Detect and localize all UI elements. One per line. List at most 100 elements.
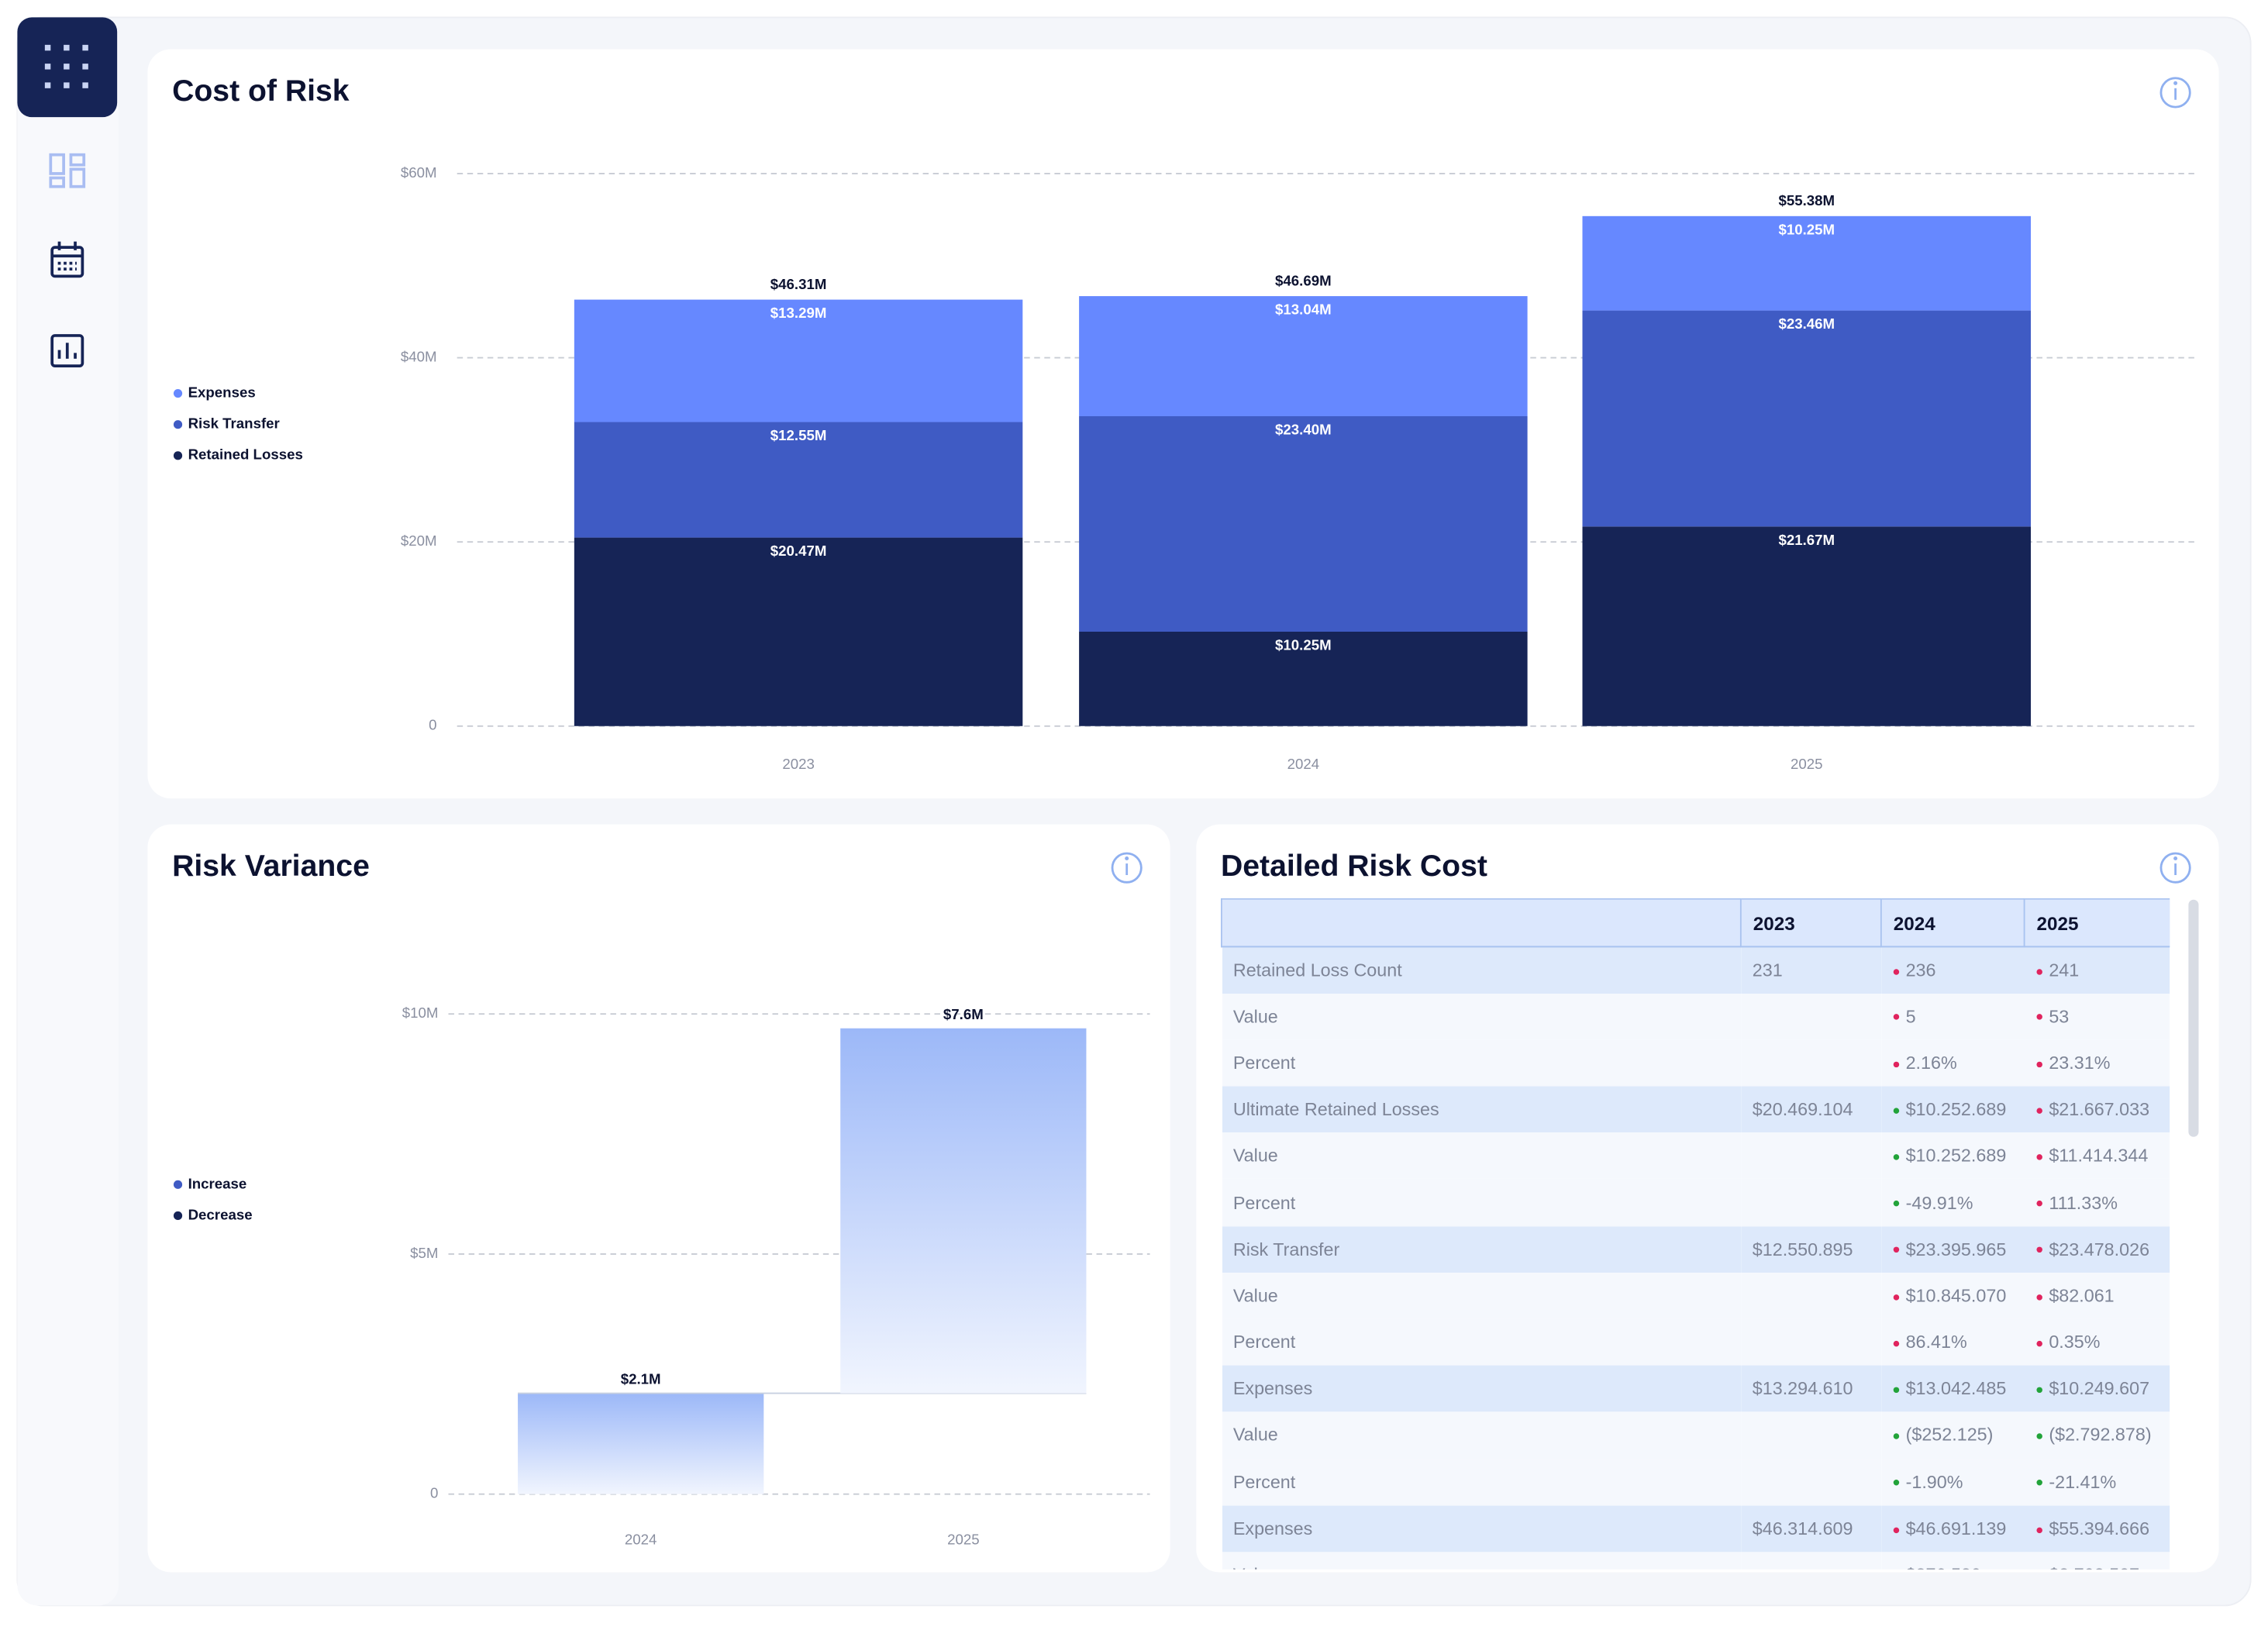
table-row: Percent -49.91% 111.33% bbox=[1221, 1179, 2170, 1226]
table-row: Risk Transfer $12.550.895 $23.395.965 $23.4… bbox=[1221, 1225, 2170, 1273]
table-row: Ultimate Retained Losses $20.469.104 $10.2… bbox=[1221, 1086, 2170, 1133]
row-label: Percent bbox=[1221, 1179, 1741, 1226]
data-label: $13.29M bbox=[770, 305, 827, 321]
legend-label: Decrease bbox=[188, 1206, 253, 1222]
cell-value: 23.31% bbox=[2049, 1053, 2111, 1073]
table-cell: $11.414.344 bbox=[2024, 1132, 2170, 1180]
table-title: Detailed Risk Cost bbox=[1221, 849, 1487, 883]
bar-segment bbox=[574, 422, 1023, 538]
row-label: Expenses bbox=[1221, 1505, 1741, 1552]
trend-dot bbox=[2035, 1294, 2042, 1300]
info-icon[interactable] bbox=[2159, 852, 2191, 884]
table-cell bbox=[1740, 1039, 1881, 1087]
info-icon[interactable] bbox=[2159, 77, 2191, 109]
y-tick-label: $60M bbox=[401, 164, 437, 181]
table-cell: -1.90% bbox=[1880, 1459, 2025, 1506]
cell-value: 111.33% bbox=[2049, 1192, 2118, 1213]
table-cell bbox=[1740, 1179, 1881, 1226]
header-cell: 2024 bbox=[1880, 898, 2025, 948]
trend-dot bbox=[2035, 1247, 2042, 1253]
cell-value: $12.550.895 bbox=[1752, 1239, 1853, 1260]
x-tick-label: 2024 bbox=[1287, 756, 1320, 772]
row-label: Value bbox=[1221, 993, 1741, 1040]
table-cell: $8.703.527 bbox=[2024, 1552, 2170, 1570]
row-label: Expenses bbox=[1221, 1365, 1741, 1413]
legend-marker bbox=[173, 451, 183, 460]
table-cell: $23.478.026 bbox=[2024, 1225, 2170, 1273]
row-label: Retained Loss Count bbox=[1221, 946, 1741, 994]
trend-dot bbox=[1892, 968, 1899, 974]
legend-label: Increase bbox=[188, 1175, 247, 1191]
trend-dot bbox=[1892, 1294, 1899, 1300]
total-label: $46.31M bbox=[770, 276, 827, 292]
x-tick-label: 2024 bbox=[625, 1531, 657, 1547]
risk-table: 2023 2024 2025 Retained Loss Count 231 236 24… bbox=[1220, 898, 2170, 1570]
table-row: Value 5 53 bbox=[1221, 993, 2170, 1040]
bar-segment bbox=[1582, 215, 2032, 311]
table-cell: $46.691.139 bbox=[1880, 1505, 2025, 1552]
table-cell: 53 bbox=[2024, 993, 2170, 1040]
x-tick-label: 2025 bbox=[1791, 756, 1823, 772]
trend-dot bbox=[1892, 1247, 1899, 1253]
table-row: Retained Loss Count 231 236 241 bbox=[1221, 946, 2170, 994]
legend-label: Expenses bbox=[188, 384, 256, 401]
table-cell: $376.530 bbox=[1880, 1552, 2025, 1570]
trend-dot bbox=[1892, 1480, 1899, 1487]
chart-title: Risk Variance bbox=[172, 849, 370, 883]
table-cell: 5 bbox=[1880, 993, 2025, 1040]
table-cell: $13.042.485 bbox=[1880, 1365, 2025, 1413]
legend-marker bbox=[173, 1211, 183, 1221]
table-row: Percent -1.90% -21.41% bbox=[1221, 1459, 2170, 1506]
info-icon[interactable] bbox=[1111, 852, 1143, 884]
table-cell: $10.249.607 bbox=[2024, 1365, 2170, 1413]
row-label: Risk Transfer bbox=[1221, 1225, 1741, 1273]
trend-dot bbox=[2035, 1108, 2042, 1114]
bar-segment bbox=[574, 537, 1023, 726]
header-cell bbox=[1220, 898, 1742, 948]
trend-dot bbox=[2035, 1061, 2042, 1067]
cell-value: $8.703.527 bbox=[2049, 1565, 2139, 1570]
row-label: Percent bbox=[1221, 1459, 1741, 1506]
cell-value: $46.691.139 bbox=[1905, 1518, 2007, 1539]
table-cell bbox=[1740, 1132, 1881, 1180]
cell-value: $82.061 bbox=[2049, 1285, 2115, 1306]
trend-dot bbox=[2035, 1526, 2042, 1533]
report-icon[interactable] bbox=[50, 334, 84, 367]
table-cell bbox=[1740, 1272, 1881, 1319]
cell-value: 0.35% bbox=[2049, 1332, 2101, 1353]
table-row: Value ($252.125) ($2.792.878) bbox=[1221, 1412, 2170, 1459]
cell-value: 231 bbox=[1752, 960, 1783, 980]
calendar-icon[interactable] bbox=[50, 241, 84, 278]
table-cell bbox=[1740, 1459, 1881, 1506]
trend-dot bbox=[1892, 1015, 1899, 1021]
bar-segment bbox=[1079, 632, 1528, 726]
y-tick-label: $5M bbox=[410, 1245, 438, 1261]
table-cell: $20.469.104 bbox=[1740, 1086, 1881, 1133]
data-label: $21.67M bbox=[1778, 532, 1835, 548]
trend-dot bbox=[1892, 1061, 1899, 1067]
trend-dot bbox=[2035, 1340, 2042, 1346]
data-label: $10.25M bbox=[1778, 221, 1835, 237]
cell-value: ($252.125) bbox=[1905, 1425, 1994, 1446]
trend-dot bbox=[2035, 1480, 2042, 1487]
cell-value: $13.294.610 bbox=[1752, 1378, 1853, 1400]
cell-value: $376.530 bbox=[1906, 1565, 1981, 1570]
table-cell: -49.91% bbox=[1880, 1179, 2025, 1226]
table-cell: ($252.125) bbox=[1880, 1412, 2025, 1459]
trend-dot bbox=[2035, 1433, 2042, 1440]
row-label: Value bbox=[1221, 1412, 1741, 1459]
cell-value: 236 bbox=[1905, 960, 1936, 980]
scrollbar[interactable] bbox=[2188, 899, 2199, 1137]
table-row: Expenses $13.294.610 $13.042.485 $10.249.60… bbox=[1221, 1365, 2170, 1413]
table-row: Value $10.845.070 $82.061 bbox=[1221, 1272, 2170, 1319]
table-cell: ($2.792.878) bbox=[2024, 1412, 2170, 1459]
data-label: $12.55M bbox=[770, 427, 827, 443]
table-cell: 23.31% bbox=[2024, 1039, 2170, 1087]
row-label: Percent bbox=[1221, 1318, 1741, 1366]
table-cell: 2.16% bbox=[1880, 1039, 2025, 1087]
row-label: Value bbox=[1221, 1552, 1741, 1570]
data-label: $7.6M bbox=[943, 1006, 984, 1022]
header-cell: 2025 bbox=[2023, 898, 2170, 948]
dashboard-icon[interactable] bbox=[49, 153, 86, 188]
table-row: Percent 2.16% 23.31% bbox=[1221, 1039, 2170, 1087]
